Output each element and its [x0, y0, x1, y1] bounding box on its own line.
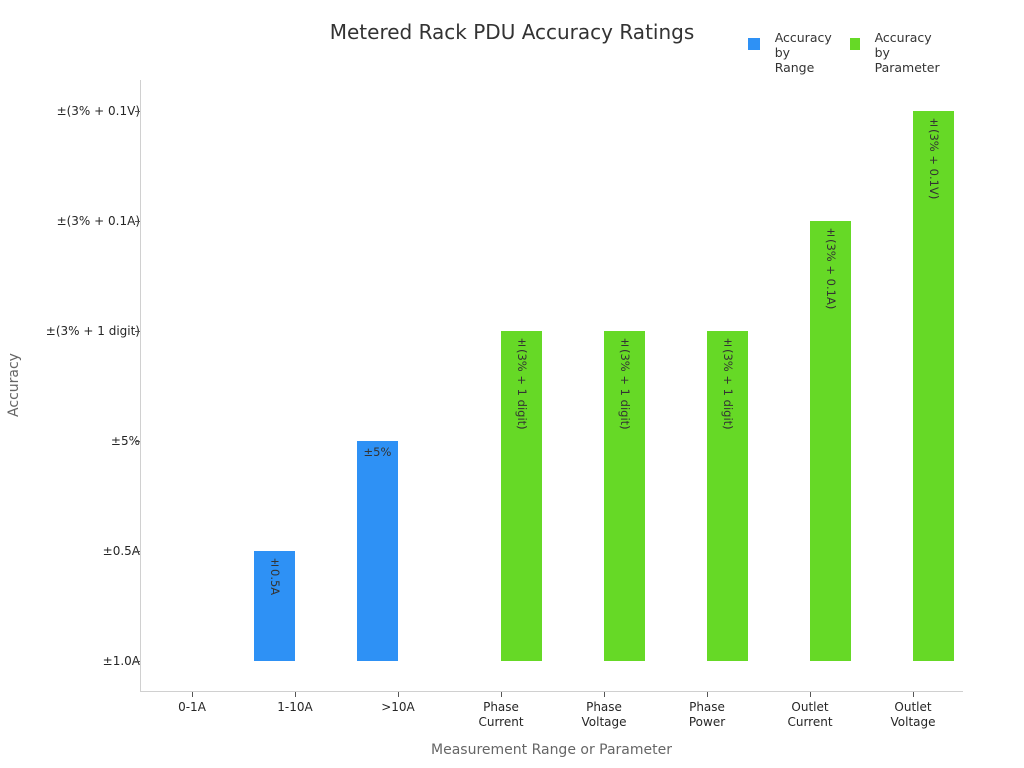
y-tick-mark — [135, 551, 140, 552]
x-tick-mark — [707, 692, 708, 697]
x-tick-label: 0-1A — [178, 700, 206, 714]
x-axis-line — [140, 691, 963, 692]
y-axis-label: Accuracy — [6, 353, 22, 417]
x-axis-label: Measurement Range or Parameter — [431, 742, 672, 758]
x-tick-mark — [604, 692, 605, 697]
y-tick-mark — [135, 331, 140, 332]
legend-item-parameter[interactable]: Accuracy by Parameter — [850, 30, 942, 75]
bar-value-label: ±(3% + 1 digit) — [618, 335, 632, 430]
x-tick-mark — [192, 692, 193, 697]
bar-outlet-voltage[interactable]: ±(3% + 0.1V) — [913, 111, 954, 661]
x-tick-label: >10A — [381, 700, 415, 714]
x-tick-mark — [295, 692, 296, 697]
bar-value-label: ±(3% + 0.1V) — [927, 115, 941, 200]
legend-swatch-range — [748, 38, 760, 50]
y-tick-label: ±0.5A — [102, 544, 140, 558]
x-tick-mark — [810, 692, 811, 697]
bar-over-10a[interactable]: ±5% — [357, 441, 398, 661]
legend-label-parameter: Accuracy by Parameter — [874, 30, 940, 75]
legend-label-range: Accuracy by Range — [774, 30, 832, 75]
y-tick-label: ±5% — [110, 434, 140, 448]
x-tick-label: Phase Voltage — [581, 700, 627, 729]
x-tick-label: Outlet Current — [787, 700, 833, 729]
bar-1-10a[interactable]: ±0.5A — [254, 551, 295, 661]
bar-phase-power[interactable]: ±(3% + 1 digit) — [707, 331, 748, 661]
x-tick-label: Phase Current — [478, 700, 524, 729]
legend-item-range[interactable]: Accuracy by Range — [748, 30, 832, 75]
y-tick-label: ±(3% + 0.1A) — [56, 214, 140, 228]
bar-value-label: ±(3% + 0.1A) — [824, 225, 838, 310]
legend-swatch-parameter — [850, 38, 860, 50]
x-tick-label: 1-10A — [277, 700, 313, 714]
y-tick-label: ±(3% + 1 digit) — [45, 324, 140, 338]
bar-value-label: ±5% — [363, 445, 392, 459]
y-tick-mark — [135, 221, 140, 222]
y-tick-mark — [135, 111, 140, 112]
bar-phase-voltage[interactable]: ±(3% + 1 digit) — [604, 331, 645, 661]
x-tick-mark — [398, 692, 399, 697]
y-tick-mark — [135, 661, 140, 662]
x-tick-label: Phase Power — [688, 700, 726, 729]
y-tick-label: ±1.0A — [102, 654, 140, 668]
chart-title: Metered Rack PDU Accuracy Ratings — [329, 20, 695, 44]
y-tick-mark — [135, 441, 140, 442]
x-tick-mark — [913, 692, 914, 697]
y-tick-label: ±(3% + 0.1V) — [56, 104, 140, 118]
x-tick-label: Outlet Voltage — [890, 700, 936, 729]
bar-value-label: ±0.5A — [268, 555, 282, 596]
bar-value-label: ±(3% + 1 digit) — [515, 335, 529, 430]
bar-value-label: ±(3% + 1 digit) — [721, 335, 735, 430]
bar-phase-current[interactable]: ±(3% + 1 digit) — [501, 331, 542, 661]
bar-outlet-current[interactable]: ±(3% + 0.1A) — [810, 221, 851, 661]
y-axis-line — [140, 80, 141, 691]
x-tick-mark — [501, 692, 502, 697]
